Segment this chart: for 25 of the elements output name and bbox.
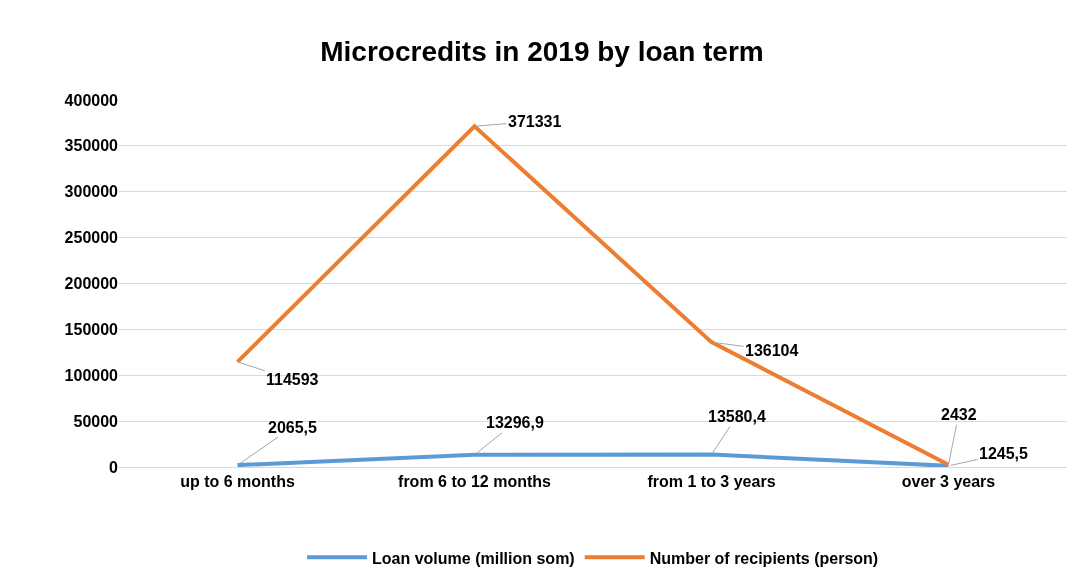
y-tick-label: 200000 [64, 275, 119, 293]
y-tick-label: 150000 [64, 320, 119, 338]
data-label: 1245,5 [979, 445, 1029, 462]
y-tick-label: 300000 [64, 183, 119, 201]
legend-label: Number of recipients (person) [649, 549, 879, 567]
y-tick-label: 350000 [64, 137, 119, 155]
x-tick-label: over 3 years [901, 473, 996, 491]
data-label: 2432 [941, 406, 977, 423]
data-label: 2065,5 [268, 419, 318, 436]
legend-label: Loan volume (million som) [372, 549, 575, 567]
y-tick-label: 400000 [64, 91, 119, 109]
x-tick-label: from 1 to 3 years [647, 473, 776, 491]
y-tick-label: 0 [109, 458, 119, 476]
y-tick-label: 250000 [64, 229, 119, 247]
line-series [235, 452, 951, 467]
data-label: 13580,4 [708, 408, 766, 425]
x-tick-label: from 6 to 12 months [398, 473, 552, 491]
chart-title: Microcredits in 2019 by loan term [320, 35, 764, 67]
y-tick-label: 100000 [64, 366, 119, 384]
x-tick-label: up to 6 months [180, 473, 295, 491]
data-label: 13296,9 [486, 414, 544, 431]
data-label: 371331 [508, 113, 562, 130]
data-label: 136104 [745, 342, 799, 359]
y-tick-label: 50000 [73, 412, 119, 430]
data-label: 114593 [266, 371, 319, 388]
